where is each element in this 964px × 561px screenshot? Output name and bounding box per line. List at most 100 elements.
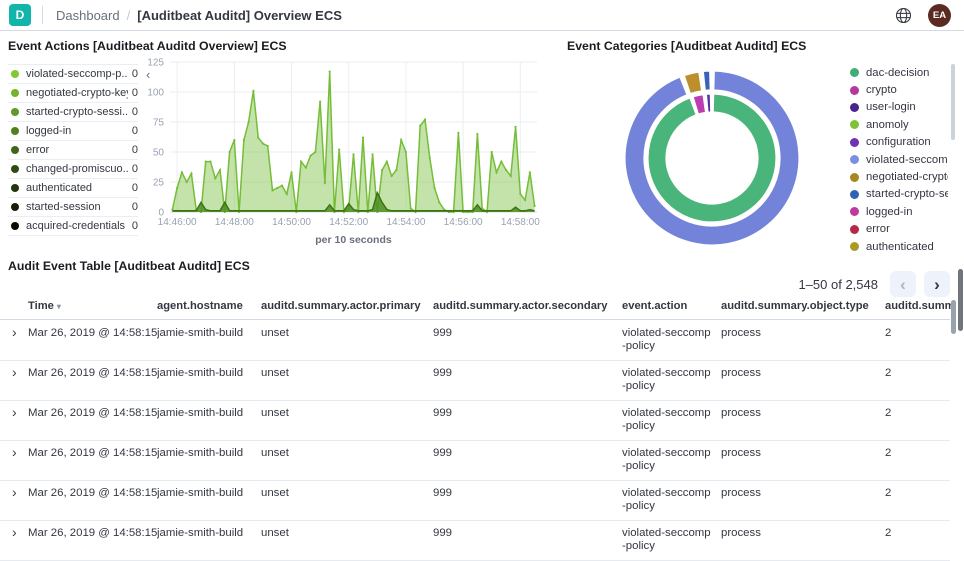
cell-action: violated-seccomp-policy bbox=[622, 407, 711, 432]
donut-slice-crypto[interactable] bbox=[692, 93, 707, 115]
legend-item[interactable]: started-crypto-se... bbox=[850, 186, 948, 203]
cell-action: violated-seccomp-policy bbox=[622, 447, 711, 472]
cell-summary: 2 bbox=[885, 327, 892, 339]
column-header-host[interactable]: agent.hostname bbox=[157, 300, 243, 312]
svg-text:14:46:00: 14:46:00 bbox=[158, 217, 197, 228]
donut-slice-user-login[interactable] bbox=[705, 93, 712, 113]
breadcrumb-dashboard[interactable]: Dashboard bbox=[56, 7, 120, 23]
pagination-range-label: 1–50 of 2,548 bbox=[798, 276, 878, 292]
legend-item-label: changed-promiscuo... bbox=[26, 163, 128, 175]
legend-item[interactable]: changed-promiscuo... 0 bbox=[8, 160, 138, 179]
legend-color-dot bbox=[850, 189, 859, 199]
pagination-next-button[interactable]: › bbox=[924, 271, 950, 297]
legend-item[interactable]: started-session 0 bbox=[8, 198, 138, 217]
legend-color-dot bbox=[850, 137, 859, 147]
svg-text:14:52:00: 14:52:00 bbox=[329, 217, 368, 228]
top-nav: D Dashboard / [Auditbeat Auditd] Overvie… bbox=[0, 0, 964, 31]
legend-scrollbar[interactable] bbox=[951, 64, 955, 140]
cell-object_type: process bbox=[721, 327, 761, 339]
legend-item[interactable]: violated-seccomp... bbox=[850, 151, 948, 168]
column-header-action[interactable]: event.action bbox=[622, 300, 688, 312]
table-header-row: Time ▾ agent.hostname auditd.summary.actor.… bbox=[0, 300, 955, 320]
legend-item[interactable]: negotiated-crypto... bbox=[850, 168, 948, 185]
legend-item[interactable]: configuration bbox=[850, 134, 948, 151]
legend-color-dot bbox=[850, 172, 859, 182]
row-expand-icon[interactable]: › bbox=[12, 487, 28, 501]
cell-actor_primary: unset bbox=[261, 407, 289, 419]
legend-item[interactable]: dac-decision bbox=[850, 64, 948, 81]
svg-text:14:48:00: 14:48:00 bbox=[215, 217, 254, 228]
row-expand-icon[interactable]: › bbox=[12, 367, 28, 381]
column-header-time[interactable]: Time ▾ bbox=[28, 300, 61, 312]
page-scrollbar[interactable] bbox=[958, 269, 963, 331]
event-categories-donut-chart[interactable] bbox=[617, 63, 807, 253]
legend-item[interactable]: authenticated 0 bbox=[8, 179, 138, 198]
legend-item[interactable]: authenticated bbox=[850, 238, 948, 255]
chevron-right-icon[interactable]: › bbox=[12, 487, 17, 500]
svg-text:14:58:00: 14:58:00 bbox=[501, 217, 540, 228]
column-header-primary[interactable]: auditd.summary.actor.primary bbox=[261, 300, 421, 312]
legend-item[interactable]: logged-in 0 bbox=[8, 122, 138, 141]
cell-hostname: jamie-smith-build bbox=[157, 367, 244, 379]
row-expand-icon[interactable]: › bbox=[12, 447, 28, 461]
legend-item-label: acquired-credentials bbox=[26, 220, 126, 232]
event-actions-panel-title: Event Actions [Auditbeat Auditd Overview… bbox=[8, 39, 287, 53]
chevron-right-icon[interactable]: › bbox=[12, 327, 17, 340]
donut-slice-dac-decision[interactable] bbox=[647, 93, 777, 223]
legend-color-dot bbox=[11, 184, 19, 192]
legend-color-dot bbox=[850, 242, 859, 252]
svg-text:25: 25 bbox=[153, 178, 165, 189]
app-logo[interactable]: D bbox=[9, 4, 31, 26]
legend-item[interactable]: negotiated-crypto-key 0 bbox=[8, 84, 138, 103]
cell-summary: 2 bbox=[885, 487, 892, 499]
legend-item[interactable]: anomoly bbox=[850, 116, 948, 133]
donut-slice-started-crypto-session[interactable] bbox=[702, 70, 711, 91]
legend-item[interactable]: user-login bbox=[850, 99, 948, 116]
cell-object_type: process bbox=[721, 487, 761, 499]
cell-actor_primary: unset bbox=[261, 527, 289, 539]
globe-icon[interactable] bbox=[895, 7, 912, 24]
legend-item-label: logged-in bbox=[26, 125, 72, 137]
cell-time: Mar 26, 2019 @ 14:58:15.245 bbox=[28, 367, 157, 379]
pagination-prev-button[interactable]: ‹ bbox=[890, 271, 916, 297]
donut-slice-negotiated-crypto-key[interactable] bbox=[683, 71, 703, 95]
legend-item[interactable]: error 0 bbox=[8, 141, 138, 160]
event-actions-area-chart[interactable]: 0 25 50 75 100 125 14:46:00 14:48:00 14:50:00 14:… bbox=[146, 56, 550, 250]
cell-hostname: jamie-smith-build bbox=[157, 407, 244, 419]
cell-hostname: jamie-smith-build bbox=[157, 327, 244, 339]
chevron-right-icon[interactable]: › bbox=[12, 407, 17, 420]
donut-slice-violated-seccomp-policy[interactable] bbox=[624, 70, 800, 246]
cell-actor_secondary: 999 bbox=[433, 447, 453, 459]
legend-item[interactable]: error bbox=[850, 221, 948, 238]
legend-item[interactable]: started-crypto-sessi... 0 bbox=[8, 103, 138, 122]
cell-time: Mar 26, 2019 @ 14:58:15.245 bbox=[28, 447, 157, 459]
table-scrollbar[interactable] bbox=[951, 300, 956, 334]
legend-item[interactable]: acquired-credentials 0 bbox=[8, 217, 138, 236]
column-header-objtype[interactable]: auditd.summary.object.type bbox=[721, 300, 869, 312]
row-expand-icon[interactable]: › bbox=[12, 527, 28, 541]
user-avatar[interactable]: EA bbox=[928, 3, 951, 27]
cell-time: Mar 26, 2019 @ 14:58:15.245 bbox=[28, 327, 157, 339]
legend-item[interactable]: logged-in bbox=[850, 203, 948, 220]
column-header-summary[interactable]: auditd.summary bbox=[885, 300, 955, 312]
legend-color-dot bbox=[11, 203, 19, 211]
legend-item-value: 0 bbox=[131, 201, 138, 213]
legend-item-label: crypto bbox=[866, 84, 897, 97]
legend-item[interactable]: violated-seccomp-p... 0 bbox=[8, 65, 138, 84]
legend-item-label: negotiated-crypto... bbox=[866, 171, 948, 184]
chevron-right-icon[interactable]: › bbox=[12, 447, 17, 460]
table-row: › Mar 26, 2019 @ 14:58:15.245jamie-smith-… bbox=[0, 401, 950, 441]
legend-collapse-icon[interactable]: ‹ bbox=[146, 67, 151, 82]
row-expand-icon[interactable]: › bbox=[12, 407, 28, 421]
row-expand-icon[interactable]: › bbox=[12, 327, 28, 341]
legend-item[interactable]: crypto bbox=[850, 81, 948, 98]
chevron-right-icon[interactable]: › bbox=[12, 527, 17, 540]
chevron-right-icon[interactable]: › bbox=[12, 367, 17, 380]
legend-item-label: error bbox=[866, 223, 890, 236]
svg-text:50: 50 bbox=[153, 148, 165, 159]
legend-color-dot bbox=[850, 85, 859, 95]
table-row: › Mar 26, 2019 @ 14:58:15.245jamie-smith-… bbox=[0, 481, 950, 521]
cell-summary: 2 bbox=[885, 527, 892, 539]
column-header-secondary[interactable]: auditd.summary.actor.secondary bbox=[433, 300, 608, 312]
legend-item-label: error bbox=[26, 144, 50, 156]
